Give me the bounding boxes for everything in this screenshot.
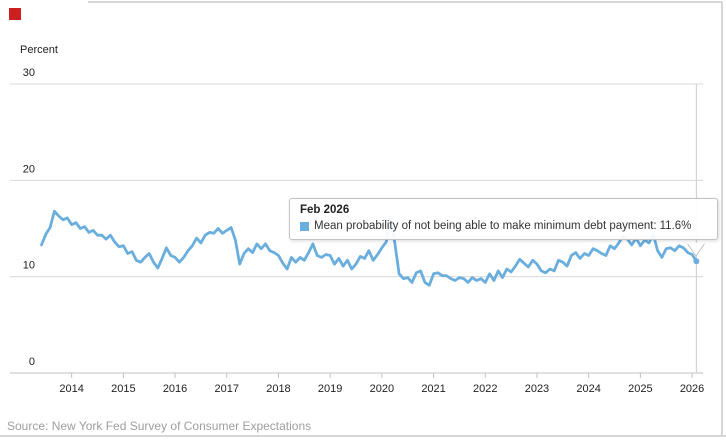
x-axis-tick-label: 2019: [318, 383, 342, 395]
y-axis-tick-label: 20: [23, 163, 35, 175]
x-axis-tick-label: 2014: [59, 383, 83, 395]
x-axis-tick-label: 2018: [266, 383, 290, 395]
x-axis-tick-label: 2023: [525, 383, 549, 395]
tooltip-series-row: Mean probability of not being able to ma…: [300, 220, 707, 232]
x-axis-tick-label: 2021: [421, 383, 445, 395]
source-attribution: Source: New York Fed Survey of Consumer …: [7, 419, 312, 433]
hovered-point-marker: [693, 258, 700, 265]
y-axis-title: Percent: [20, 44, 58, 56]
x-axis-tick-label: 2015: [111, 383, 135, 395]
x-axis-tick-label: 2022: [473, 383, 497, 395]
tooltip-callout-arrow: [686, 243, 706, 257]
red-status-marker: [9, 8, 21, 20]
y-axis-tick-label: 0: [29, 356, 35, 368]
tooltip-date: Feb 2026: [300, 204, 350, 216]
tooltip-value: 11.6%: [659, 220, 692, 232]
x-axis-tick-label: 2026: [680, 383, 704, 395]
chart-tooltip: Feb 2026 Mean probability of not being a…: [289, 198, 718, 240]
data-series-line[interactable]: [40, 209, 698, 287]
y-axis-tick-label: 10: [23, 260, 35, 272]
x-axis-tick-label: 2020: [370, 383, 394, 395]
tooltip-series-label: Mean probability of not being able to ma…: [314, 220, 657, 232]
y-axis-tick-label: 30: [23, 67, 35, 79]
x-axis-tick-label: 2016: [163, 383, 187, 395]
series-marker-icon: [300, 221, 309, 231]
x-axis-tick-label: 2017: [215, 383, 239, 395]
x-axis-tick-label: 2025: [628, 383, 652, 395]
x-axis-tick-label: 2024: [576, 383, 600, 395]
